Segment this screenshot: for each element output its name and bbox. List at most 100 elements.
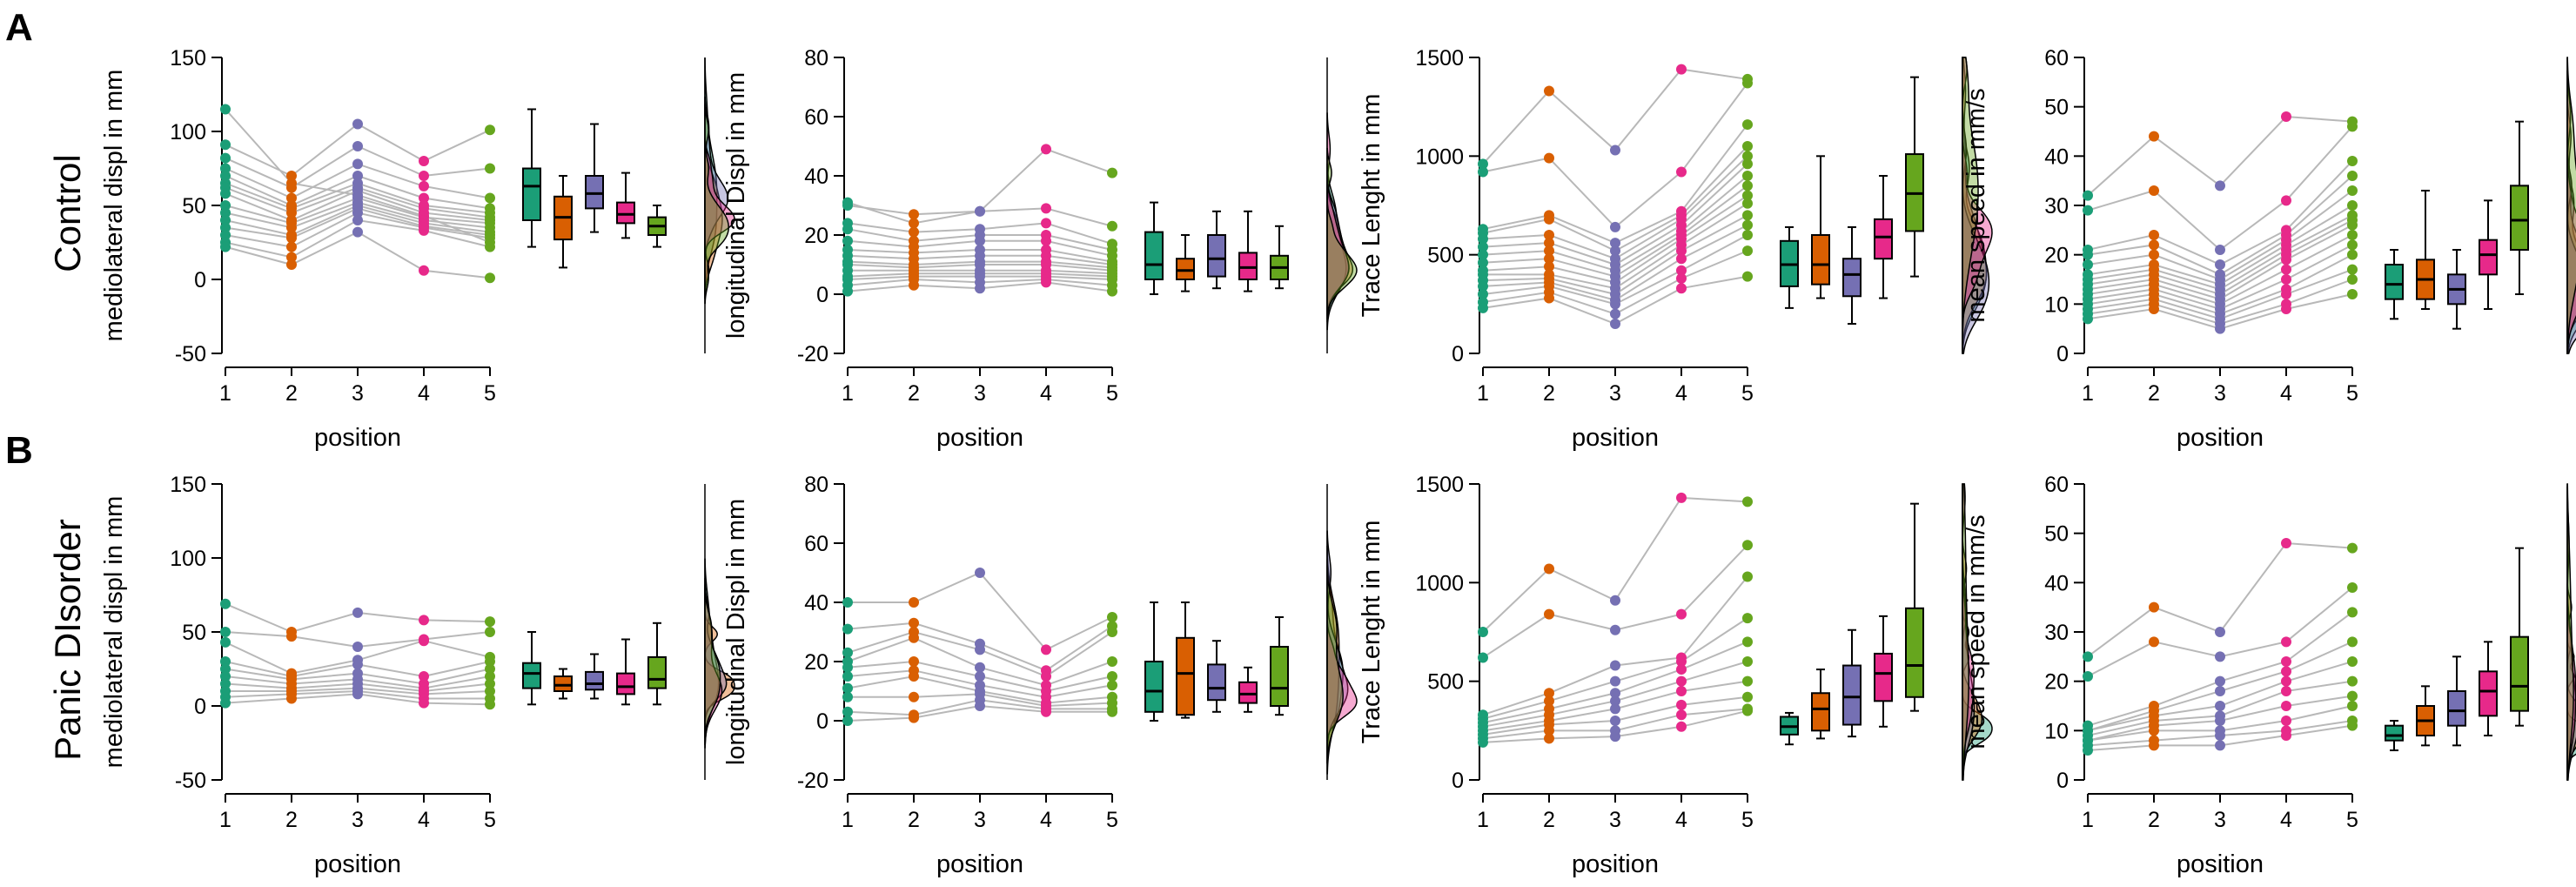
data-point-pos1 xyxy=(1478,289,1488,299)
data-point-pos1 xyxy=(842,662,853,673)
data-point-pos5 xyxy=(1742,675,1753,687)
data-point-pos1 xyxy=(220,697,231,709)
data-point-pos2 xyxy=(1544,152,1554,164)
data-point-pos4 xyxy=(419,265,429,276)
x-tick-label: 3 xyxy=(352,808,364,832)
data-point-pos5 xyxy=(1742,613,1753,624)
data-point-pos2 xyxy=(2149,740,2159,751)
box-pos5 xyxy=(2510,635,2529,712)
data-point-pos1 xyxy=(220,230,231,240)
data-point-pos5 xyxy=(2347,200,2358,211)
data-point-pos4 xyxy=(1041,218,1051,229)
density-curve-pos5 xyxy=(1962,483,1969,781)
y-tick-label: 60 xyxy=(2044,473,2069,497)
data-point-pos2 xyxy=(909,226,919,238)
data-point-pos1 xyxy=(2083,671,2093,682)
y-axis-label: mediolateral displ in mm xyxy=(100,496,128,769)
row-label-control: Control xyxy=(47,154,88,272)
density-curve-pos5 xyxy=(704,104,730,305)
data-point-pos4 xyxy=(419,615,429,626)
y-tick-label: 500 xyxy=(1427,244,1464,268)
data-point-pos5 xyxy=(485,124,495,136)
data-point-pos5 xyxy=(2347,185,2358,196)
data-point-pos2 xyxy=(286,171,297,181)
density-curve-pos5 xyxy=(1326,148,1358,317)
y-axis-label: longitudinal Displ in mm xyxy=(722,499,750,765)
data-point-pos2 xyxy=(909,218,919,229)
data-point-pos2 xyxy=(286,222,297,233)
x-tick-label: 2 xyxy=(2148,381,2160,406)
data-point-pos4 xyxy=(2281,254,2291,265)
data-point-pos2 xyxy=(1544,695,1554,707)
row-label-panic-disorder: Panic DIsorder xyxy=(47,519,88,761)
data-point-pos5 xyxy=(2347,656,2358,667)
data-point-pos2 xyxy=(1544,238,1554,249)
panel-2: -20 0 20 40 60 80 longitudinal Displ in mm 1 2 3 4… xyxy=(722,46,1358,452)
x-tick-label: 5 xyxy=(1106,808,1118,832)
data-point-pos5 xyxy=(2347,636,2358,648)
data-point-pos1 xyxy=(2083,205,2093,216)
data-point-pos2 xyxy=(286,259,297,270)
data-point-pos3 xyxy=(975,205,985,217)
data-point-pos5 xyxy=(2347,264,2358,275)
box-pos2 xyxy=(1176,636,1195,716)
y-tick-label: 80 xyxy=(804,46,828,71)
y-tick-label: 20 xyxy=(2044,244,2069,268)
data-point-pos5 xyxy=(485,678,495,689)
data-point-pos5 xyxy=(485,616,495,628)
x-tick-label: 4 xyxy=(418,808,430,832)
data-point-pos5 xyxy=(1107,706,1117,717)
y-axis-label: mediolateral displ in mm xyxy=(100,70,128,342)
y-tick-label: 150 xyxy=(170,473,206,497)
data-point-pos1 xyxy=(2083,745,2093,756)
box-pos4 xyxy=(2479,670,2498,717)
data-point-pos5 xyxy=(1742,705,1753,716)
data-point-pos5 xyxy=(1742,691,1753,702)
y-tick-label: 50 xyxy=(2044,96,2069,120)
data-point-pos3 xyxy=(1610,245,1620,257)
x-tick-label: 1 xyxy=(842,808,854,832)
y-tick-label: 50 xyxy=(182,621,206,645)
data-point-pos1 xyxy=(2083,259,2093,270)
y-axis-label: longitudinal Displ in mm xyxy=(722,72,750,339)
data-point-pos3 xyxy=(352,118,363,130)
x-tick-label: 4 xyxy=(418,381,430,406)
y-tick-label: 0 xyxy=(816,283,828,307)
data-point-pos5 xyxy=(1742,141,1753,151)
x-tick-label: 4 xyxy=(1040,808,1052,832)
x-tick-label: 4 xyxy=(1040,381,1052,406)
data-point-pos2 xyxy=(1544,608,1554,620)
y-tick-label: 1500 xyxy=(1415,46,1464,71)
data-point-pos2 xyxy=(909,656,919,667)
data-point-pos5 xyxy=(1107,220,1117,232)
data-point-pos3 xyxy=(975,644,985,655)
box-pos3 xyxy=(1842,258,1862,298)
data-point-pos3 xyxy=(1610,299,1620,310)
data-point-pos3 xyxy=(975,283,985,294)
density-curve-pos4 xyxy=(1962,483,1975,773)
data-point-pos5 xyxy=(1742,151,1753,162)
x-tick-label: 3 xyxy=(352,381,364,406)
data-point-pos2 xyxy=(909,617,919,628)
x-tick-label: 5 xyxy=(1741,808,1754,832)
data-point-pos1 xyxy=(2083,249,2093,260)
density-curve-pos4 xyxy=(704,138,735,294)
panel-8: 0 10 20 30 40 50 60 mean speed in mm/s 1 2 3 4 5 posi… xyxy=(1962,473,2576,878)
y-tick-label: 0 xyxy=(2056,769,2069,793)
box-pos3 xyxy=(1207,234,1226,278)
data-point-pos4 xyxy=(2281,636,2291,648)
data-point-pos3 xyxy=(1610,308,1620,319)
data-point-pos5 xyxy=(2347,274,2358,285)
box-pos2 xyxy=(553,675,573,692)
data-point-pos3 xyxy=(1610,675,1620,687)
x-tick-label: 5 xyxy=(2346,381,2358,406)
data-point-pos5 xyxy=(1742,496,1753,507)
y-tick-label: 40 xyxy=(804,165,828,189)
y-tick-label: 10 xyxy=(2044,719,2069,743)
data-point-pos2 xyxy=(286,252,297,263)
box-pos5 xyxy=(2510,185,2529,251)
data-point-pos5 xyxy=(485,232,495,244)
data-point-pos2 xyxy=(1544,230,1554,240)
x-tick-label: 5 xyxy=(484,381,496,406)
data-point-pos3 xyxy=(975,701,985,711)
